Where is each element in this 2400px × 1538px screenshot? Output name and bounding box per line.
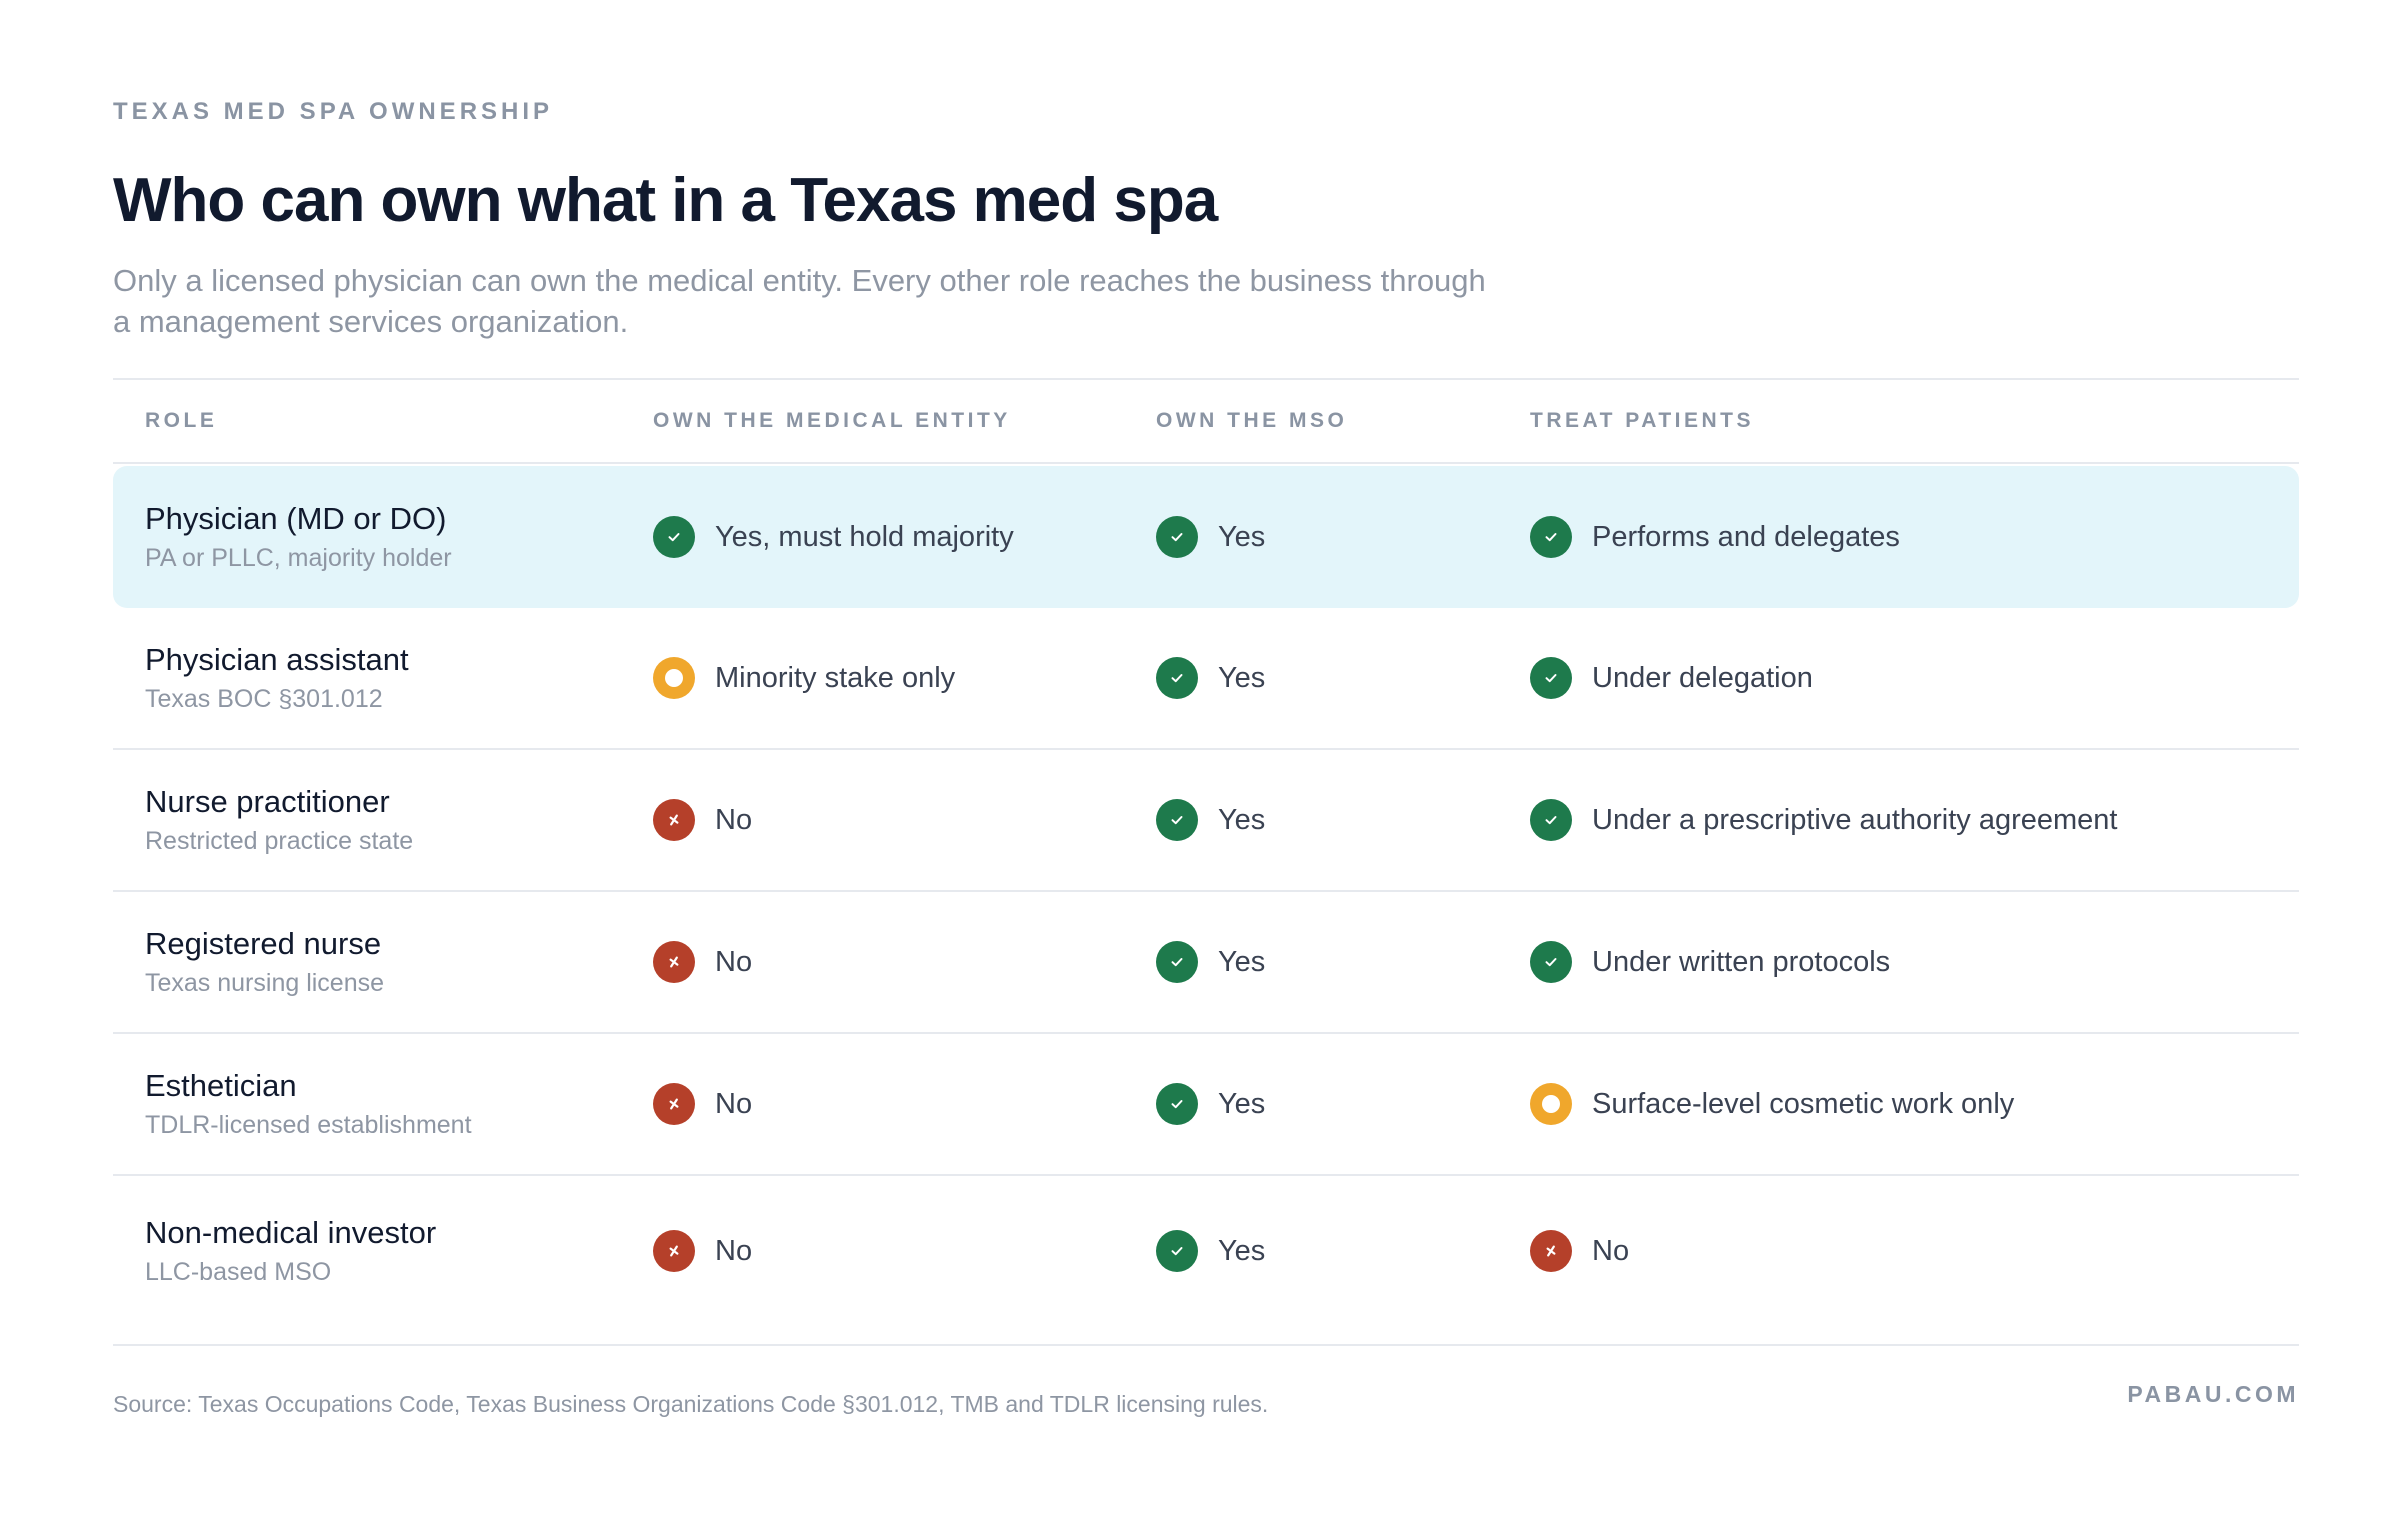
- table-row: Nurse practitioner Restricted practice st…: [113, 750, 2299, 892]
- check-circle-icon: [1156, 657, 1198, 699]
- check-circle-icon: [1530, 941, 1572, 983]
- check-circle-icon: [1156, 941, 1198, 983]
- x-circle-icon: [653, 799, 695, 841]
- treat-cell: Under delegation: [1530, 657, 2299, 699]
- mso-cell-text: Yes: [1218, 1234, 1266, 1267]
- treat-cell: Performs and delegates: [1530, 516, 2299, 558]
- check-circle-icon: [1530, 657, 1572, 699]
- role-name: Nurse practitioner: [145, 784, 390, 819]
- check-circle-icon: [1530, 516, 1572, 558]
- role-name: Physician (MD or DO): [145, 501, 447, 536]
- treat-cell: No: [1530, 1230, 2299, 1272]
- role-name: Physician assistant: [145, 642, 409, 677]
- treat-cell-text: Under a prescriptive authority agreement: [1592, 803, 2118, 836]
- role-name: Registered nurse: [145, 926, 382, 961]
- table-body: Physician (MD or DO) PA or PLLC, majority…: [113, 466, 2299, 1326]
- table-row: Registered nurse Texas nursing license No Y…: [113, 892, 2299, 1034]
- medical-entity-cell-text: Yes, must hold majority: [715, 520, 1014, 553]
- treat-cell: Under a prescriptive authority agreement: [1530, 799, 2299, 841]
- partial-circle-icon: [653, 657, 695, 699]
- treat-cell-text: Performs and delegates: [1592, 520, 1900, 553]
- column-header-role: ROLE: [145, 409, 218, 432]
- mso-cell-text: Yes: [1218, 1087, 1266, 1120]
- role-subtitle: PA or PLLC, majority holder: [145, 544, 452, 572]
- x-circle-icon: [653, 1083, 695, 1125]
- medical-entity-cell: No: [653, 1083, 1156, 1125]
- eyebrow: TEXAS MED SPA OWNERSHIP: [113, 98, 554, 125]
- column-header-treat: TREAT PATIENTS: [1530, 409, 1754, 432]
- mso-cell-text: Yes: [1218, 520, 1266, 553]
- table-row: Physician (MD or DO) PA or PLLC, majority…: [113, 466, 2299, 608]
- mso-cell: Yes: [1156, 1083, 1530, 1125]
- treat-cell-text: No: [1592, 1234, 1630, 1267]
- role-cell: Registered nurse Texas nursing license: [113, 925, 653, 999]
- check-circle-icon: [1530, 799, 1572, 841]
- column-header-mso: OWN THE MSO: [1156, 409, 1348, 432]
- medical-entity-cell-text: No: [715, 945, 753, 978]
- treat-cell-text: Surface-level cosmetic work only: [1592, 1087, 2015, 1120]
- mso-cell: Yes: [1156, 1230, 1530, 1272]
- check-circle-icon: [1156, 799, 1198, 841]
- table-row: Esthetician TDLR-licensed establishment No…: [113, 1034, 2299, 1176]
- role-subtitle: TDLR-licensed establishment: [145, 1111, 472, 1139]
- page: TEXAS MED SPA OWNERSHIP Who can own what…: [113, 98, 2299, 1417]
- table-row: Physician assistant Texas BOC §301.012 Min…: [113, 608, 2299, 750]
- check-circle-icon: [1156, 1230, 1198, 1272]
- medical-entity-cell: Yes, must hold majority: [653, 516, 1156, 558]
- check-circle-icon: [1156, 1083, 1198, 1125]
- role-name: Esthetician: [145, 1068, 297, 1103]
- mso-cell: Yes: [1156, 941, 1530, 983]
- check-circle-icon: [653, 516, 695, 558]
- mso-cell-text: Yes: [1218, 661, 1266, 694]
- mso-cell-text: Yes: [1218, 945, 1266, 978]
- medical-entity-cell: No: [653, 799, 1156, 841]
- check-circle-icon: [1156, 516, 1198, 558]
- role-cell: Nurse practitioner Restricted practice st…: [113, 783, 653, 857]
- role-subtitle: LLC-based MSO: [145, 1258, 332, 1286]
- x-circle-icon: [1530, 1230, 1572, 1272]
- column-header-medical-entity: OWN THE MEDICAL ENTITY: [653, 409, 1011, 432]
- medical-entity-cell: No: [653, 941, 1156, 983]
- medical-entity-cell-text: No: [715, 1234, 753, 1267]
- footer-divider: [113, 1344, 2299, 1346]
- medical-entity-cell: Minority stake only: [653, 657, 1156, 699]
- brand-label: PABAU.COM: [2127, 1381, 2299, 1407]
- medical-entity-cell: No: [653, 1230, 1156, 1272]
- treat-cell: Under written protocols: [1530, 941, 2299, 983]
- role-name: Non-medical investor: [145, 1215, 437, 1250]
- table-header: ROLE OWN THE MEDICAL ENTITY OWN THE MSO …: [113, 380, 2299, 464]
- role-cell: Physician (MD or DO) PA or PLLC, majority…: [113, 500, 653, 574]
- treat-cell-text: Under written protocols: [1592, 945, 1891, 978]
- mso-cell-text: Yes: [1218, 803, 1266, 836]
- role-subtitle: Texas BOC §301.012: [145, 685, 383, 713]
- mso-cell: Yes: [1156, 657, 1530, 699]
- x-circle-icon: [653, 1230, 695, 1272]
- role-cell: Non-medical investor LLC-based MSO: [113, 1214, 653, 1288]
- medical-entity-cell-text: No: [715, 803, 753, 836]
- partial-circle-icon: [1530, 1083, 1572, 1125]
- role-subtitle: Texas nursing license: [145, 969, 385, 997]
- ownership-table: ROLE OWN THE MEDICAL ENTITY OWN THE MSO …: [113, 378, 2299, 1326]
- mso-cell: Yes: [1156, 516, 1530, 558]
- treat-cell-text: Under delegation: [1592, 661, 1813, 694]
- page-subtitle: Only a licensed physician can own the me…: [113, 263, 1486, 339]
- role-cell: Esthetician TDLR-licensed establishment: [113, 1067, 653, 1141]
- page-title: Who can own what in a Texas med spa: [113, 166, 1218, 235]
- role-cell: Physician assistant Texas BOC §301.012: [113, 641, 653, 715]
- treat-cell: Surface-level cosmetic work only: [1530, 1083, 2299, 1125]
- medical-entity-cell-text: Minority stake only: [715, 661, 956, 694]
- x-circle-icon: [653, 941, 695, 983]
- table-row: Non-medical investor LLC-based MSO No Yes No: [113, 1176, 2299, 1326]
- source-note: Source: Texas Occupations Code, Texas Bu…: [113, 1391, 1269, 1417]
- role-subtitle: Restricted practice state: [145, 827, 414, 855]
- mso-cell: Yes: [1156, 799, 1530, 841]
- medical-entity-cell-text: No: [715, 1087, 753, 1120]
